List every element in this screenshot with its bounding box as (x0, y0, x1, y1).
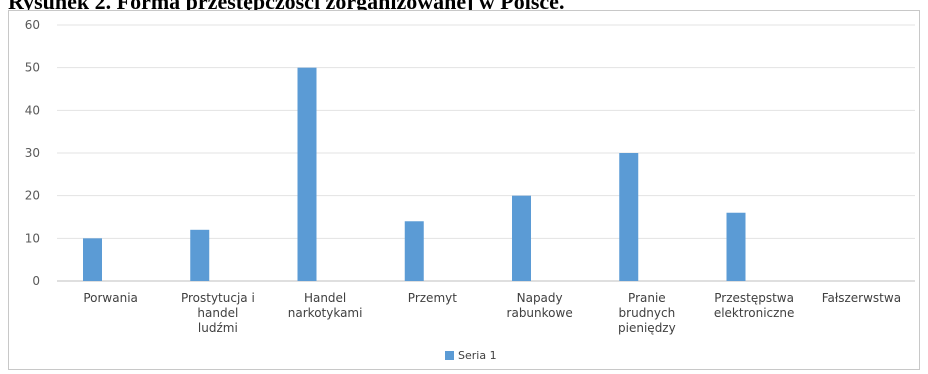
bar (83, 238, 102, 281)
legend: Seria 1 (445, 349, 497, 362)
x-category-label: Przestępstwa elektroniczne (714, 291, 795, 320)
x-category-label: Prostytucja i handel ludźmi (181, 291, 255, 335)
bar (512, 195, 531, 281)
x-category-label: Handel narkotykami (288, 291, 363, 320)
bar (404, 221, 424, 281)
y-tick-label: 10 (25, 231, 40, 245)
chart-frame (8, 10, 920, 370)
legend-label: Seria 1 (458, 349, 497, 362)
bar (619, 153, 639, 281)
gridlines (57, 24, 915, 282)
y-tick-label: 60 (25, 18, 40, 32)
legend-swatch (445, 351, 454, 360)
bar (726, 212, 746, 281)
y-tick-label: 30 (25, 146, 40, 160)
x-category-label: Fałszerwstwa (822, 291, 901, 305)
figure-caption: Rysunek 2. Forma przestępczości zorganiz… (8, 0, 565, 13)
y-tick-label: 50 (25, 61, 40, 75)
x-category-label: Pranie brudnych pieniędzy (618, 291, 676, 335)
bars (83, 67, 746, 282)
x-category-label: Porwania (83, 291, 138, 305)
x-category-label: Przemyt (408, 291, 457, 305)
y-tick-label: 0 (32, 274, 40, 288)
y-tick-label: 20 (25, 189, 40, 203)
x-axis-labels: Porwania Prostytucja i handel ludźmi Handel n… (83, 291, 901, 335)
bar (190, 229, 210, 281)
y-axis-ticks: 0 10 20 30 40 50 60 (25, 18, 40, 288)
x-category-label: Napady rabunkowe (507, 291, 573, 320)
y-tick-label: 40 (25, 103, 40, 117)
bar (297, 67, 317, 282)
